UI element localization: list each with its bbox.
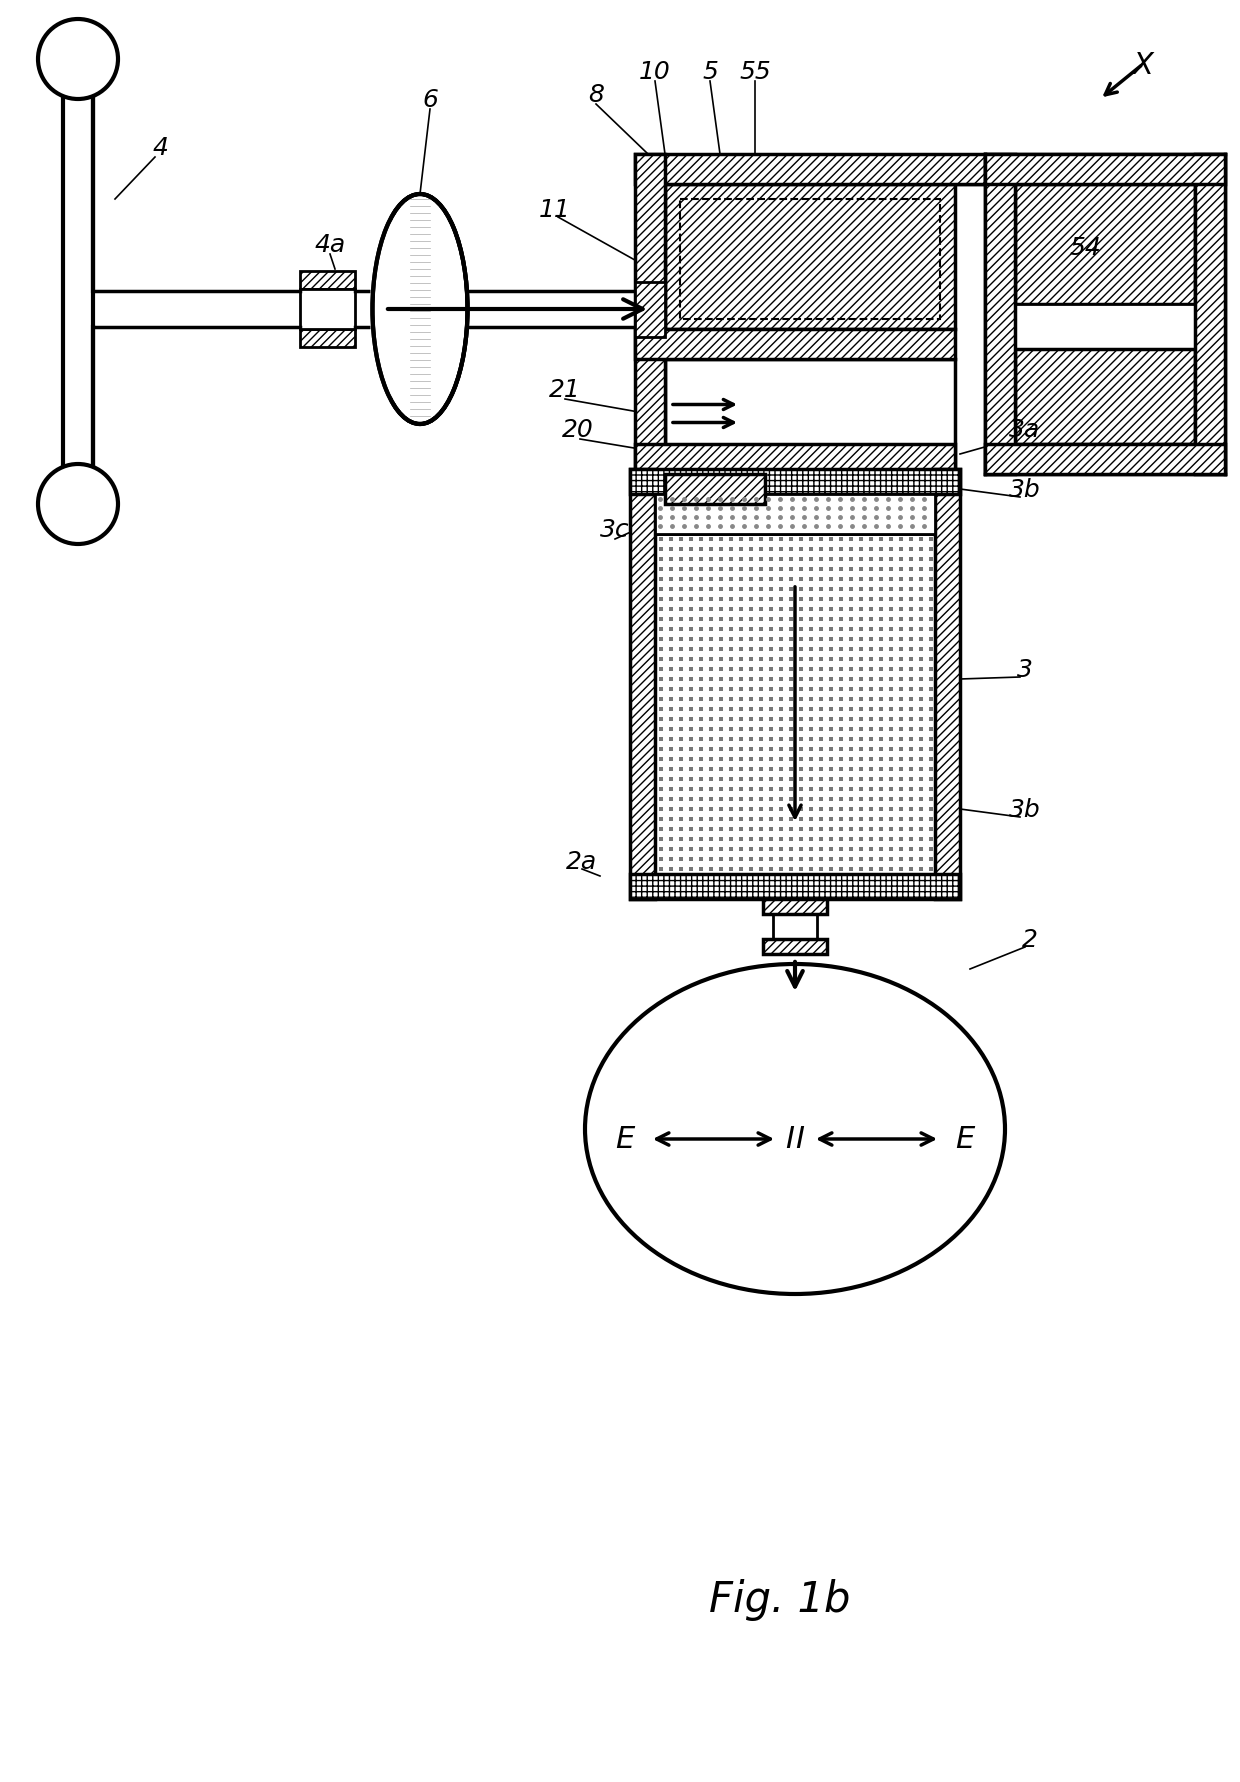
Text: 6: 6 [422,87,438,112]
Ellipse shape [38,20,118,100]
Text: X: X [1132,50,1153,80]
Text: 2: 2 [1022,927,1038,952]
Text: 11: 11 [539,198,570,223]
Bar [300,290,355,330]
Bar [985,446,1225,474]
Bar [665,360,955,474]
Bar [665,474,745,510]
Bar [665,474,765,504]
Bar [1016,305,1195,349]
Bar [773,914,817,939]
Bar [1016,185,1195,305]
Text: 2a: 2a [567,850,598,873]
Text: 5: 5 [702,61,718,84]
Bar [635,155,985,185]
Text: 8: 8 [588,84,604,107]
Text: 54: 54 [1069,235,1101,260]
Bar [985,155,1016,474]
Bar [680,200,940,319]
Ellipse shape [585,964,1004,1294]
Text: 3c: 3c [600,519,630,542]
Text: 21: 21 [549,378,580,401]
Bar [635,446,955,474]
Text: 55: 55 [739,61,771,84]
Text: E: E [615,1124,635,1155]
Text: 20: 20 [562,417,594,442]
Bar [630,875,960,900]
Text: 10: 10 [639,61,671,84]
Bar [635,155,665,474]
Text: 3a: 3a [1009,417,1040,442]
Bar [1195,155,1225,474]
Ellipse shape [372,194,467,424]
Bar [300,273,355,290]
Bar [763,939,827,955]
Bar [1016,349,1195,446]
Bar [630,470,960,495]
Bar [763,900,827,914]
Text: I: I [796,1124,805,1155]
Bar [765,470,825,504]
Text: 4: 4 [153,135,167,160]
Text: E: E [955,1124,975,1155]
Bar [665,185,955,330]
Bar [635,282,665,337]
Ellipse shape [371,198,397,422]
Text: I: I [785,1124,795,1155]
Text: 3b: 3b [1009,798,1040,822]
Text: 4a: 4a [315,233,346,257]
Text: 3b: 3b [1009,478,1040,503]
Bar [655,495,935,535]
Bar [655,535,935,875]
Bar [635,330,955,360]
Bar [935,470,960,900]
Bar [985,155,1225,185]
Bar [300,330,355,347]
Text: Fig. 1b: Fig. 1b [709,1579,851,1620]
Bar [630,470,655,900]
Text: 3: 3 [1017,658,1033,683]
Ellipse shape [38,465,118,545]
